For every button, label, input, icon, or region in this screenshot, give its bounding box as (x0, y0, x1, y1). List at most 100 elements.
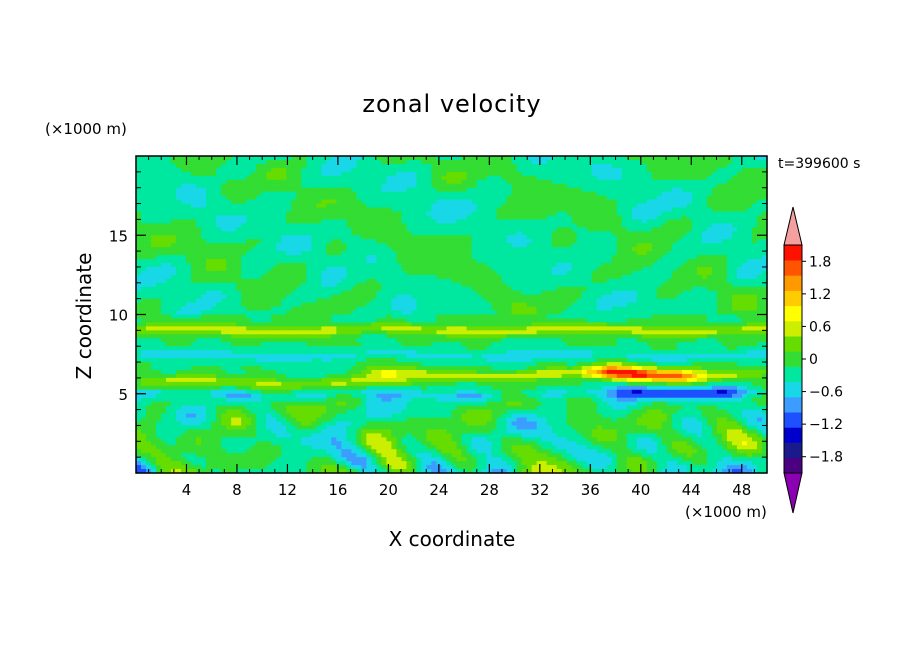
heatmap-cell (251, 298, 257, 304)
heatmap-cell (671, 231, 678, 236)
heatmap-cell (601, 278, 608, 284)
heatmap-cell (411, 286, 418, 292)
heatmap-cell (581, 255, 588, 260)
heatmap-cell (541, 266, 548, 272)
heatmap-cell (376, 171, 382, 177)
heatmap-cell (506, 302, 513, 308)
heatmap-cell (746, 171, 753, 177)
heatmap-cell (326, 199, 332, 205)
heatmap-cell (641, 199, 648, 205)
heatmap-cell (156, 243, 162, 248)
heatmap-cell (456, 179, 463, 185)
heatmap-cell (341, 211, 347, 217)
heatmap-cell (661, 266, 668, 272)
heatmap-cell (561, 302, 568, 308)
heatmap-cell (716, 163, 723, 169)
heatmap-cell (291, 183, 297, 189)
heatmap-cell (626, 183, 633, 189)
heatmap-cell (671, 302, 678, 308)
heatmap-cell (426, 255, 433, 260)
heatmap-cell (656, 179, 663, 185)
heatmap-cell (316, 298, 322, 304)
heatmap-cell (156, 187, 162, 193)
heatmap-cell (686, 298, 693, 304)
heatmap-cell (456, 278, 463, 284)
heatmap-cell (196, 159, 202, 165)
heatmap-cell (216, 219, 222, 224)
heatmap-cell (276, 239, 282, 244)
heatmap-cell (291, 159, 297, 165)
heatmap-cell (481, 199, 488, 205)
heatmap-cell (206, 227, 212, 232)
heatmap-cell (471, 203, 478, 209)
heatmap-cell (446, 278, 453, 284)
heatmap-cell (136, 302, 142, 308)
heatmap-cell (176, 207, 182, 213)
heatmap-cell (261, 302, 267, 308)
heatmap-cell (531, 278, 538, 284)
heatmap-cell (646, 183, 653, 189)
heatmap-cell (371, 286, 377, 292)
heatmap-cell (616, 175, 623, 181)
heatmap-cell (746, 223, 753, 228)
heatmap-cell (681, 175, 688, 181)
heatmap-cell (586, 290, 593, 296)
heatmap-cell (656, 262, 663, 268)
heatmap-cell (311, 175, 317, 181)
heatmap-cell (421, 175, 428, 181)
heatmap-cell (621, 270, 628, 276)
heatmap-cell (136, 262, 142, 268)
heatmap-cell (186, 163, 192, 169)
heatmap-cell (466, 274, 473, 280)
heatmap-cell (686, 203, 693, 209)
heatmap-cell (736, 290, 743, 296)
heatmap-cell (651, 274, 658, 280)
heatmap-cell (271, 294, 277, 300)
heatmap-cell (311, 247, 317, 252)
heatmap-cell (201, 187, 207, 193)
heatmap-cell (346, 239, 352, 244)
heatmap-cell (511, 266, 518, 272)
heatmap-cell (636, 251, 643, 256)
heatmap-cell (696, 183, 703, 189)
heatmap-cell (696, 286, 703, 292)
heatmap-cell (466, 306, 473, 312)
heatmap-cell (616, 211, 623, 217)
heatmap-cell (241, 171, 247, 177)
heatmap-cell (136, 278, 142, 284)
heatmap-cell (481, 163, 488, 169)
heatmap-cell (691, 259, 698, 264)
heatmap-cell (266, 306, 272, 312)
heatmap-cell (321, 294, 327, 300)
heatmap-cell (221, 171, 227, 177)
heatmap-cell (436, 298, 443, 304)
heatmap-cell (331, 294, 337, 300)
heatmap-cell (346, 270, 352, 276)
heatmap-cell (206, 298, 212, 304)
heatmap-cell (141, 231, 147, 236)
heatmap-cell (416, 302, 423, 308)
heatmap-cell (196, 262, 202, 268)
heatmap-cell (436, 199, 443, 205)
heatmap-cell (471, 211, 478, 217)
heatmap-cell (281, 294, 287, 300)
heatmap-cell (681, 179, 688, 185)
heatmap-cell (501, 266, 508, 272)
heatmap-cell (366, 159, 372, 165)
heatmap-cell (426, 278, 433, 284)
heatmap-cell (281, 211, 287, 217)
heatmap-cell (716, 207, 723, 213)
heatmap-cell (391, 255, 398, 260)
heatmap-cell (661, 247, 668, 252)
heatmap-cell (676, 282, 683, 288)
heatmap-cell (146, 159, 152, 165)
heatmap-cell (666, 239, 673, 244)
heatmap-cell (401, 247, 408, 252)
heatmap-cell (606, 239, 613, 244)
heatmap-cell (586, 282, 593, 288)
heatmap-cell (391, 282, 398, 288)
heatmap-cell (461, 235, 468, 240)
heatmap-cell (666, 259, 673, 264)
heatmap-cell (371, 231, 377, 236)
heatmap-cell (411, 274, 418, 280)
